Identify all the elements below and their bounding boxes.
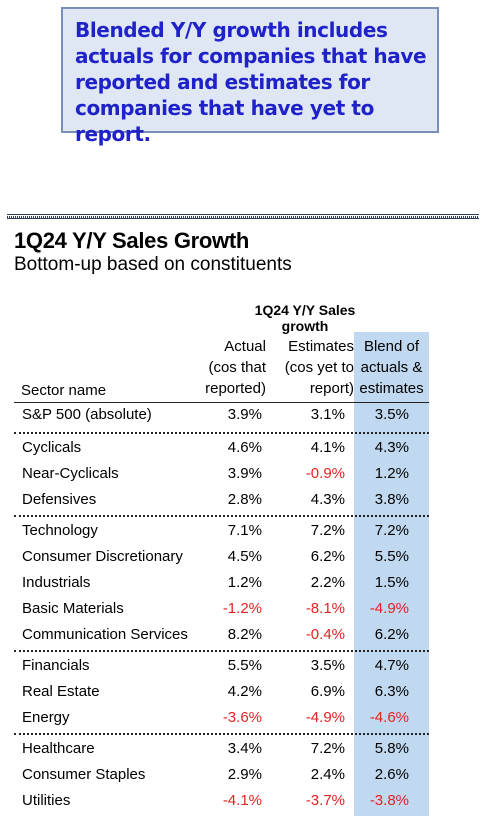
blend-value: 7.2% [374,522,409,539]
actual-value: 3.9% [227,406,262,423]
estimates-value: -0.4% [305,626,345,643]
blend-value: 2.6% [374,766,409,783]
callout-box: Blended Y/Y growth includes actuals for … [61,7,439,146]
actual-value: 2.8% [227,491,262,508]
estimates-value: 3.5% [310,657,345,674]
table-row: Near-Cyclicals 3.9% -0.9% 1.2% [0,465,486,489]
sector-name: Defensives [22,491,97,508]
actual-value: 4.2% [227,683,262,700]
blend-column-highlight [354,332,429,816]
title-rule [7,214,479,219]
estimates-value: 6.9% [310,683,345,700]
sector-name: Real Estate [22,683,100,700]
actual-value: 5.5% [227,657,262,674]
page-title: 1Q24 Y/Y Sales Growth [14,228,250,253]
sector-name: Financials [22,657,90,674]
table-group-header: 1Q24 Y/Y Sales growth [254,302,356,334]
estimates-value: 7.2% [310,522,345,539]
table-row: S&P 500 (absolute) 3.9% 3.1% 3.5% [0,406,486,430]
table-row: Energy -3.6% -4.9% -4.6% [0,709,486,733]
estimates-value: 6.2% [310,548,345,565]
estimates-value: -4.9% [305,709,345,726]
page-subtitle: Bottom-up based on constituents [14,254,292,275]
group-divider [14,515,429,517]
sector-name: S&P 500 (absolute) [22,406,152,423]
table-row: Cyclicals 4.6% 4.1% 4.3% [0,439,486,463]
actual-value: 7.1% [227,522,262,539]
group-divider [14,432,429,434]
sector-name: Energy [22,709,70,726]
sector-name: Communication Services [22,626,188,643]
estimates-value: 2.4% [310,766,345,783]
table-row: Communication Services 8.2% -0.4% 6.2% [0,626,486,650]
sector-name: Technology [22,522,98,539]
actual-value: 4.6% [227,439,262,456]
blend-value: 4.3% [374,439,409,456]
sector-name: Utilities [22,792,71,809]
blend-value: 6.2% [374,626,409,643]
actual-value: 8.2% [227,626,262,643]
group-divider [14,650,429,652]
estimates-value: -0.9% [305,465,345,482]
actual-value: 2.9% [227,766,262,783]
actual-value: -3.6% [222,709,262,726]
sector-name: Consumer Staples [22,766,146,783]
estimates-value: 7.2% [310,740,345,757]
blend-value: 3.8% [374,491,409,508]
sector-name: Near-Cyclicals [22,465,119,482]
actual-value: -4.1% [222,792,262,809]
table-row: Consumer Discretionary 4.5% 6.2% 5.5% [0,548,486,572]
actual-value: 3.4% [227,740,262,757]
blend-value: 5.8% [374,740,409,757]
sector-name: Cyclicals [22,439,82,456]
table-row: Consumer Staples 2.9% 2.4% 2.6% [0,766,486,790]
table-row: Real Estate 4.2% 6.9% 6.3% [0,683,486,707]
estimates-value: 3.1% [310,406,345,423]
table-row: Technology 7.1% 7.2% 7.2% [0,522,486,546]
blend-value: 1.5% [374,574,409,591]
table-row: Utilities -4.1% -3.7% -3.8% [0,792,486,816]
sector-name: Consumer Discretionary [22,548,183,565]
actual-value: 4.5% [227,548,262,565]
sector-name: Healthcare [22,740,95,757]
column-header-estimates: Estimates (cos yet to report) [284,338,354,397]
column-header-blend: Blend of actuals & estimates [359,338,424,397]
blend-value: 3.5% [374,406,409,423]
table-row: Defensives 2.8% 4.3% 3.8% [0,491,486,515]
blend-value: -4.9% [369,600,409,617]
estimates-value: 4.3% [310,491,345,508]
sector-name-header: Sector name [21,382,107,399]
blend-value: 5.5% [374,548,409,565]
estimates-value: -3.7% [305,792,345,809]
blend-value: 6.3% [374,683,409,700]
group-divider [14,733,429,735]
header-divider [14,402,429,403]
table-row: Healthcare 3.4% 7.2% 5.8% [0,740,486,764]
table-row: Financials 5.5% 3.5% 4.7% [0,657,486,681]
estimates-value: -8.1% [305,600,345,617]
callout-text: Blended Y/Y growth includes actuals for … [75,18,427,146]
blend-value: -4.6% [369,709,409,726]
column-header-actual: Actual (cos that reported) [205,338,266,397]
actual-value: 1.2% [227,574,262,591]
table-row: Industrials 1.2% 2.2% 1.5% [0,574,486,598]
sector-name: Industrials [22,574,91,591]
table-row: Basic Materials -1.2% -8.1% -4.9% [0,600,486,624]
blend-value: -3.8% [369,792,409,809]
actual-value: 3.9% [227,465,262,482]
estimates-value: 2.2% [310,574,345,591]
blend-value: 4.7% [374,657,409,674]
actual-value: -1.2% [222,600,262,617]
blend-value: 1.2% [374,465,409,482]
estimates-value: 4.1% [310,439,345,456]
sector-name: Basic Materials [22,600,124,617]
